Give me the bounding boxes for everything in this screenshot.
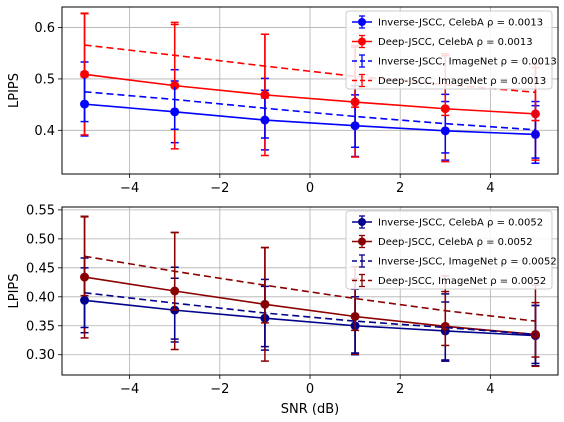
- y-tick-label: 0.45: [26, 261, 55, 276]
- legend-item: Deep-JSCC, ImageNet ρ = 0.0052: [352, 273, 546, 288]
- y-tick-label: 0.30: [26, 348, 55, 363]
- legend-bottom: Inverse-JSCC, CelebA ρ = 0.0052 Deep-JSCC…: [345, 210, 557, 290]
- legend-item: Inverse-JSCC, CelebA ρ = 0.0013: [352, 15, 543, 29]
- y-tick-label: 0.5: [34, 72, 55, 87]
- x-tick-label: 0: [306, 382, 314, 397]
- legend-label: Inverse-JSCC, CelebA ρ = 0.0013: [378, 18, 543, 29]
- legend-label: Inverse-JSCC, CelebA ρ = 0.0052: [378, 218, 543, 229]
- legend-handle-marker: [358, 218, 366, 226]
- y-tick-label: 0.55: [26, 203, 55, 218]
- ticks-top: −4 −2 0 2 4 0.4 0.5 0.6: [34, 21, 494, 196]
- series-line: [84, 73, 536, 115]
- x-tick-label: −2: [210, 382, 229, 397]
- legend-item: Inverse-JSCC, ImageNet ρ = 0.0052: [352, 254, 557, 268]
- legend-item: Deep-JSCC, CelebA ρ = 0.0013: [352, 34, 533, 49]
- x-tick-label: 4: [486, 382, 494, 397]
- legend-handle-marker: [358, 237, 366, 246]
- x-tick-label: 4: [486, 181, 494, 196]
- legend-label: Deep-JSCC, CelebA ρ = 0.0052: [378, 237, 533, 248]
- legend-handle-marker: [358, 18, 366, 26]
- series-line: [84, 299, 536, 337]
- y-tick-label: 0.50: [26, 232, 55, 247]
- y-axis-label-bottom: LPIPS: [7, 273, 22, 308]
- x-tick-label: 0: [306, 181, 314, 196]
- legend-item: Deep-JSCC, ImageNet ρ = 0.0013: [352, 73, 546, 88]
- legend-item: Deep-JSCC, CelebA ρ = 0.0052: [352, 234, 533, 249]
- chart-top: −4 −2 0 2 4 0.4 0.5 0.6 LPIPS Inverse-JSCC, Cel…: [7, 6, 559, 196]
- y-tick-label: 0.40: [26, 290, 55, 305]
- series-line: [84, 255, 536, 322]
- series-line: [84, 276, 536, 336]
- legend-item: Inverse-JSCC, CelebA ρ = 0.0052: [352, 215, 543, 229]
- y-tick-label: 0.6: [34, 21, 55, 36]
- legend-top: Inverse-JSCC, CelebA ρ = 0.0013 Deep-JSCC…: [345, 10, 557, 90]
- legend-handle-marker: [358, 37, 366, 46]
- legend-label: Inverse-JSCC, ImageNet ρ = 0.0013: [378, 57, 557, 68]
- legend-box: [345, 10, 553, 90]
- legend-item: Inverse-JSCC, ImageNet ρ = 0.0013: [352, 54, 557, 68]
- chart-bottom: −4 −2 0 2 4 0.30 0.35 0.40 0.45 0.50 0.55 LPIPS SN…: [7, 203, 559, 417]
- x-tick-label: −4: [120, 382, 139, 397]
- x-tick-label: −4: [120, 181, 139, 196]
- series-line: [84, 291, 536, 336]
- legend-label: Deep-JSCC, ImageNet ρ = 0.0013: [378, 76, 546, 87]
- series-line: [84, 103, 536, 136]
- x-tick-label: 2: [396, 382, 404, 397]
- ticks-bottom: −4 −2 0 2 4 0.30 0.35 0.40 0.45 0.50 0.55: [26, 203, 494, 397]
- x-axis-label-bottom: SNR (dB): [281, 402, 339, 417]
- legend-label: Deep-JSCC, ImageNet ρ = 0.0052: [378, 276, 546, 287]
- y-tick-label: 0.4: [34, 124, 55, 139]
- y-tick-label: 0.35: [26, 319, 55, 334]
- legend-label: Inverse-JSCC, ImageNet ρ = 0.0052: [378, 257, 557, 268]
- series-layer-bottom: [80, 215, 540, 368]
- legend-label: Deep-JSCC, CelebA ρ = 0.0013: [378, 37, 533, 48]
- y-axis-label-top: LPIPS: [7, 73, 22, 108]
- x-tick-label: 2: [396, 181, 404, 196]
- series-line: [84, 90, 536, 131]
- x-tick-label: −2: [210, 181, 229, 196]
- legend-box: [345, 210, 553, 290]
